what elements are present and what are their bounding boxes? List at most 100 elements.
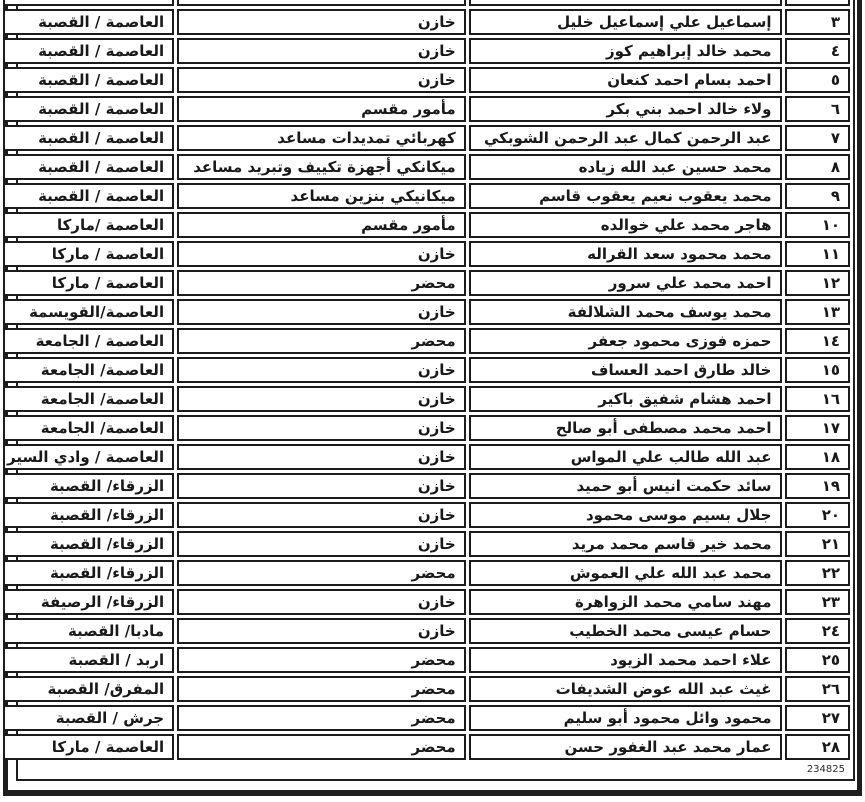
location-cell: العاصمة / القصبة xyxy=(3,38,175,64)
name-cell: عمار محمد عبد الغفور حسن xyxy=(468,734,782,760)
location-cell: الزرقاء/ القصبة xyxy=(3,560,175,586)
serial-number: 234825 xyxy=(806,764,845,775)
name-cell: محمد خالد إبراهيم كوز xyxy=(468,38,782,64)
table-row: ٢٢ محمد عبد الله علي العموش محضر الزرقاء/ ا… xyxy=(3,560,850,586)
name-cell: محمد محمود سعد القراله xyxy=(468,241,782,267)
table-row: ٣ إسماعيل علي إسماعيل خليل خازن العاصمة / ا… xyxy=(3,9,850,35)
row-number-cell: ٦ xyxy=(784,96,850,122)
name-cell: محمد يوسف محمد الشلالفة xyxy=(468,299,782,325)
name-cell: مهند سامي محمد الزواهرة xyxy=(468,589,782,615)
row-number-cell: ٧ xyxy=(784,125,850,151)
row-number-cell: ١٨ xyxy=(784,444,850,470)
row-number-cell: ١٧ xyxy=(784,415,850,441)
job-title-cell: كهربائي تمديدات مساعد xyxy=(177,125,466,151)
table-row: ٢٥ علاء احمد محمد الزيود محضر اربد / القصبة xyxy=(3,647,850,673)
location-cell: العاصمة / القصبة xyxy=(3,125,175,151)
table-row: ٢٠ جلال بسيم موسى محمود خازن الزرقاء/ القصب… xyxy=(3,502,850,528)
staff-table-body: ٣ إسماعيل علي إسماعيل خليل خازن العاصمة / ا… xyxy=(3,0,850,760)
name-cell: حسام عيسى محمد الخطيب xyxy=(468,618,782,644)
location-cell: العاصمة / ماركا xyxy=(3,241,175,267)
location-cell: العاصمة / القصبة xyxy=(3,154,175,180)
table-row: ١٦ احمد هشام شفيق باكير خازن العاصمة/ الجام… xyxy=(3,386,850,412)
table-row: ١٠ هاجر محمد علي خوالده مأمور مقسم العاصمة … xyxy=(3,212,850,238)
table-row: ٢١ محمد خير قاسم محمد مريد خازن الزرقاء/ ال… xyxy=(3,531,850,557)
location-cell: العاصمة / الجامعة xyxy=(3,328,175,354)
location-cell: العاصمة / ماركا xyxy=(3,734,175,760)
row-number-cell: ١١ xyxy=(784,241,850,267)
location-cell: العاصمة / ماركا xyxy=(3,270,175,296)
job-title-cell: محضر xyxy=(177,560,466,586)
row-number-cell: ٢٦ xyxy=(784,676,850,702)
row-number-cell: ١٣ xyxy=(784,299,850,325)
location-cell: اربد / القصبة xyxy=(3,647,175,673)
job-title-cell: محضر xyxy=(177,734,466,760)
name-cell: إسماعيل علي إسماعيل خليل xyxy=(468,9,782,35)
location-cell: الزرقاء/ القصبة xyxy=(3,502,175,528)
job-title-cell: خازن xyxy=(177,38,466,64)
table-row: ٩ محمد يعقوب نعيم يعقوب قاسم ميكانيكي بنزي… xyxy=(3,183,850,209)
job-title-cell: محضر xyxy=(177,705,466,731)
name-cell: ولاء خالد احمد بني بكر xyxy=(468,96,782,122)
job-title-cell: خازن xyxy=(177,473,466,499)
page-frame-inner-right xyxy=(853,0,855,781)
name-cell: سائد حكمت انيس أبو حميد xyxy=(468,473,782,499)
job-title-cell: ميكانيكي بنزين مساعد xyxy=(177,183,466,209)
job-title-cell: مأمور مقسم xyxy=(177,212,466,238)
location-cell: المفرق/ القصبة xyxy=(3,676,175,702)
job-title-cell: خازن xyxy=(177,299,466,325)
name-cell: غيث عبد الله عوض الشديفات xyxy=(468,676,782,702)
row-number-cell: ٢٠ xyxy=(784,502,850,528)
name-cell: احمد محمد علي سرور xyxy=(468,270,782,296)
location-cell: الزرقاء/ القصبة xyxy=(3,531,175,557)
location-cell: جرش / القصبة xyxy=(3,705,175,731)
table-row: ٥ احمد بسام احمد كنعان خازن العاصمة / القصب… xyxy=(3,67,850,93)
table-row: ٢٦ غيث عبد الله عوض الشديفات محضر المفرق/ ا… xyxy=(3,676,850,702)
location-cell: العاصمة / القصبة xyxy=(3,96,175,122)
row-number-cell: ٢٨ xyxy=(784,734,850,760)
row-number-cell: ١٢ xyxy=(784,270,850,296)
job-title-cell xyxy=(177,0,466,6)
job-title-cell: ميكانكي أجهزة تكييف وتبريد مساعد xyxy=(177,154,466,180)
row-number-cell: ٩ xyxy=(784,183,850,209)
name-cell: احمد بسام احمد كنعان xyxy=(468,67,782,93)
name-cell: علاء احمد محمد الزيود xyxy=(468,647,782,673)
row-number-cell: ٢٧ xyxy=(784,705,850,731)
location-cell: العاصمة / القصبة xyxy=(3,9,175,35)
job-title-cell: محضر xyxy=(177,647,466,673)
location-cell: الزرقاء/ القصبة xyxy=(3,473,175,499)
row-number-cell: ٢١ xyxy=(784,531,850,557)
page-frame-inner-bottom xyxy=(16,779,855,781)
row-number-cell: ٢٢ xyxy=(784,560,850,586)
job-title-cell: خازن xyxy=(177,357,466,383)
job-title-cell: خازن xyxy=(177,241,466,267)
name-cell: جلال بسيم موسى محمود xyxy=(468,502,782,528)
table-row: ١٧ احمد محمد مصطفى أبو صالح خازن العاصمة/ ا… xyxy=(3,415,850,441)
location-cell: العاصمة/ الجامعة xyxy=(3,386,175,412)
table-row: ٦ ولاء خالد احمد بني بكر مأمور مقسم العاصمة… xyxy=(3,96,850,122)
row-number-cell xyxy=(784,0,850,6)
job-title-cell: خازن xyxy=(177,502,466,528)
location-cell: الزرقاء/ الرصيفة xyxy=(3,589,175,615)
location-cell: العاصمة / وادي السير xyxy=(3,444,175,470)
name-cell: محمد خير قاسم محمد مريد xyxy=(468,531,782,557)
job-title-cell: خازن xyxy=(177,618,466,644)
job-title-cell: خازن xyxy=(177,444,466,470)
row-number-cell: ٢٣ xyxy=(784,589,850,615)
name-cell: محمد يعقوب نعيم يعقوب قاسم xyxy=(468,183,782,209)
name-cell: حمزه فوزى محمود جعفر xyxy=(468,328,782,354)
location-cell: العاصمة / القصبة xyxy=(3,67,175,93)
location-cell: العاصمة /ماركا xyxy=(3,212,175,238)
row-number-cell: ٨ xyxy=(784,154,850,180)
name-cell: محمد حسين عبد الله زياده xyxy=(468,154,782,180)
table-row: ١٥ خالد طارق احمد العساف خازن العاصمة/ الجا… xyxy=(3,357,850,383)
table-row: ٢٤ حسام عيسى محمد الخطيب خازن مادبا/ القصبة xyxy=(3,618,850,644)
location-cell xyxy=(3,0,175,6)
table-row: ٢٣ مهند سامي محمد الزواهرة خازن الزرقاء/ ال… xyxy=(3,589,850,615)
row-number-cell: ٤ xyxy=(784,38,850,64)
job-title-cell: خازن xyxy=(177,67,466,93)
location-cell: العاصمة/القويسمة xyxy=(3,299,175,325)
job-title-cell: خازن xyxy=(177,386,466,412)
row-number-cell: ١٤ xyxy=(784,328,850,354)
row-number-cell: ١٩ xyxy=(784,473,850,499)
